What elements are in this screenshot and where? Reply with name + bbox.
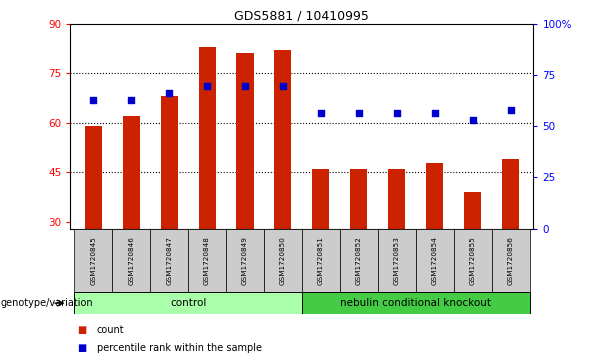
Text: GSM1720848: GSM1720848 [204,236,210,285]
Bar [464,192,481,229]
Text: control: control [170,298,207,308]
FancyBboxPatch shape [226,229,264,292]
Text: count: count [97,325,124,335]
Bar [350,169,367,229]
FancyBboxPatch shape [454,229,492,292]
Text: GSM1720852: GSM1720852 [356,236,362,285]
FancyBboxPatch shape [416,229,454,292]
FancyBboxPatch shape [74,229,112,292]
FancyBboxPatch shape [112,229,150,292]
Point [354,110,364,116]
Bar [502,159,519,229]
Text: GSM1720856: GSM1720856 [508,236,514,285]
Point [278,83,288,89]
Bar [237,53,254,229]
Point [468,117,478,122]
Text: genotype/variation: genotype/variation [1,298,93,308]
Text: GSM1720845: GSM1720845 [90,236,96,285]
Text: GSM1720847: GSM1720847 [166,236,172,285]
Point [126,97,136,103]
Bar [161,96,178,229]
FancyBboxPatch shape [340,229,378,292]
Text: GSM1720846: GSM1720846 [128,236,134,285]
FancyBboxPatch shape [264,229,302,292]
Text: GSM1720850: GSM1720850 [280,236,286,285]
Point [430,110,440,116]
FancyBboxPatch shape [302,229,340,292]
Text: nebulin conditional knockout: nebulin conditional knockout [340,298,491,308]
FancyBboxPatch shape [150,229,188,292]
Text: GSM1720853: GSM1720853 [394,236,400,285]
Point [506,107,516,113]
Text: ■: ■ [77,325,86,335]
FancyBboxPatch shape [74,292,302,314]
Point [202,83,212,89]
FancyBboxPatch shape [188,229,226,292]
Bar [123,116,140,229]
Point [164,90,174,96]
Text: GSM1720849: GSM1720849 [242,236,248,285]
Point [392,110,402,116]
Bar [275,50,291,229]
Text: percentile rank within the sample: percentile rank within the sample [97,343,262,353]
Bar [313,169,329,229]
FancyBboxPatch shape [492,229,530,292]
FancyBboxPatch shape [302,292,530,314]
Bar [426,163,443,229]
Title: GDS5881 / 10410995: GDS5881 / 10410995 [234,9,370,23]
Text: GSM1720854: GSM1720854 [432,236,438,285]
Bar [388,169,405,229]
FancyBboxPatch shape [378,229,416,292]
Point [240,83,250,89]
Text: GSM1720851: GSM1720851 [318,236,324,285]
Text: GSM1720855: GSM1720855 [470,236,476,285]
Bar [85,126,102,229]
Bar [199,47,216,229]
Text: ■: ■ [77,343,86,353]
Point [88,97,98,103]
Point [316,110,326,116]
